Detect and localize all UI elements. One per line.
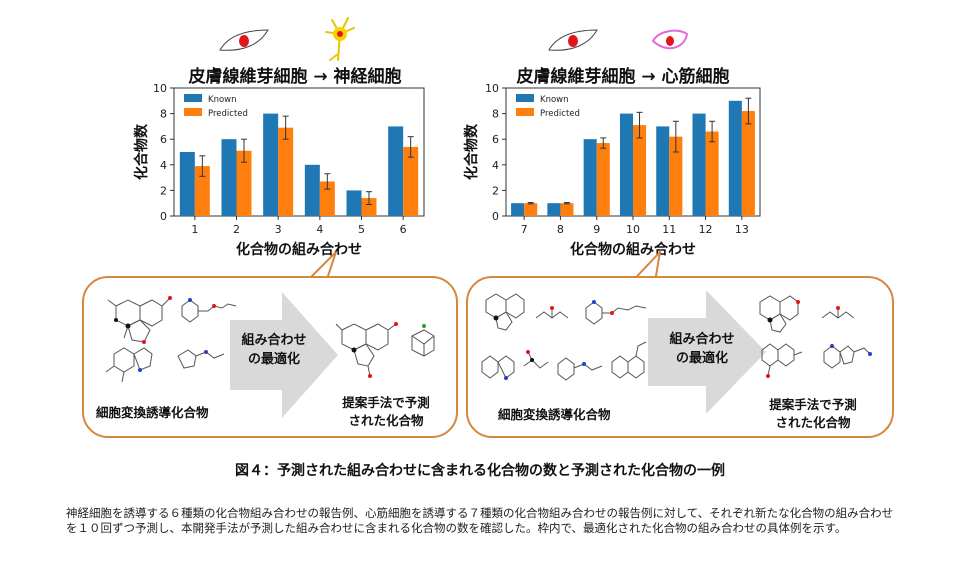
bar-known [304,164,320,216]
figure-description: 神経細胞を誘導する６種類の化合物組み合わせの報告例、心筋細胞を誘導する７種類の化… [66,506,894,535]
y-tick-label: 4 [160,159,167,172]
arrow-label-cardiomyocyte: 組み合わせ の最適化 [669,332,735,366]
bar-chart-cardiomyocyte: 0 2 4 6 8 10 7 8 9 10 11 12 13 Known Predicted 化合物の組み合わ… [463,82,761,258]
x-tick-label: 4 [316,223,323,236]
legend-label: Predicted [208,109,248,119]
bar-predicted [403,146,419,216]
plot-area [173,87,425,217]
predicted-molecule-structures [335,322,435,378]
arrow-label-neuron: 組み合わせ の最適化 [241,333,307,367]
x-tick-label: 9 [593,223,600,236]
chart-title-cardiomyocyte: 皮膚線維芽細胞 → 心筋細胞 [516,67,730,87]
optimization-arrow [230,292,338,418]
y-tick-label: 8 [492,108,499,121]
legend-swatch [516,108,534,116]
bar-known [692,113,706,216]
bar-predicted [633,125,647,216]
predicted-molecule-structures [759,295,872,378]
fibroblast-cell-icon [548,29,598,51]
legend-label: Known [208,95,237,105]
bar-predicted [741,111,755,216]
legend-label: Predicted [540,109,580,119]
x-tick-label: 5 [358,223,365,236]
y-tick-label: 6 [160,133,167,146]
input-molecule-structures [105,296,237,383]
x-tick-label: 3 [275,223,282,236]
fibroblast-cell-icon [219,29,269,51]
bar-predicted [319,181,335,216]
bar-predicted [278,127,294,216]
y-tick-label: 0 [492,210,499,223]
x-tick-label: 8 [557,223,564,236]
legend-swatch [516,94,534,102]
input-compounds-label-cardiomyocyte: 細胞変換誘導化合物 [498,407,611,422]
x-tick-label: 13 [735,223,749,236]
bar-predicted [524,203,538,216]
bar-known [619,113,633,216]
legend-swatch [184,108,202,116]
y-tick-label: 0 [160,210,167,223]
x-tick-label: 10 [626,223,640,236]
bar-predicted [560,203,574,216]
bar-known [221,139,237,216]
x-axis-label: 化合物の組み合わせ [570,241,696,258]
y-axis-label: 化合物数 [463,123,480,180]
optimization-arrow [648,290,766,414]
bar-predicted [236,150,252,216]
input-molecule-structures [481,293,647,381]
chart-title-neuron: 皮膚線維芽細胞 → 神経細胞 [188,67,402,87]
x-tick-label: 11 [662,223,676,236]
x-tick-label: 6 [400,223,407,236]
bar-known [388,126,404,216]
bar-predicted [705,131,719,216]
figure-caption: 図４：予測された組み合わせに含まれる化合物の数と予測された化合物の一例 [235,463,725,479]
x-tick-label: 2 [233,223,240,236]
x-tick-label: 12 [699,223,713,236]
bar-known [179,152,195,216]
neuron-cell-icon [325,17,355,61]
legend-label: Known [540,95,569,105]
bar-known [728,100,742,216]
bar-predicted [669,136,683,216]
bar-known [346,190,362,216]
y-tick-label: 2 [160,184,167,197]
bar-predicted [194,166,210,216]
cardiomyocyte-cell-icon [651,29,689,50]
predicted-compounds-label-cardiomyocyte: 提案手法で予測 された化合物 [769,397,857,430]
x-axis-label: 化合物の組み合わせ [236,241,362,258]
y-tick-label: 8 [160,108,167,121]
predicted-compounds-label-neuron: 提案手法で予測 された化合物 [342,395,430,428]
bar-predicted [596,143,610,216]
y-axis-label: 化合物数 [133,123,150,180]
y-tick-label: 10 [153,82,167,95]
x-tick-label: 1 [191,223,198,236]
bar-known [263,113,279,216]
bar-known [583,139,597,216]
input-compounds-label-neuron: 細胞変換誘導化合物 [96,405,209,420]
x-tick-label: 7 [521,223,528,236]
y-tick-label: 2 [492,184,499,197]
legend-swatch [184,94,202,102]
bar-known [656,126,670,216]
bar-predicted [361,198,377,216]
y-tick-label: 4 [492,159,499,172]
bar-known [511,203,525,216]
y-tick-label: 10 [485,82,499,95]
y-tick-label: 6 [492,133,499,146]
bar-known [547,203,561,216]
